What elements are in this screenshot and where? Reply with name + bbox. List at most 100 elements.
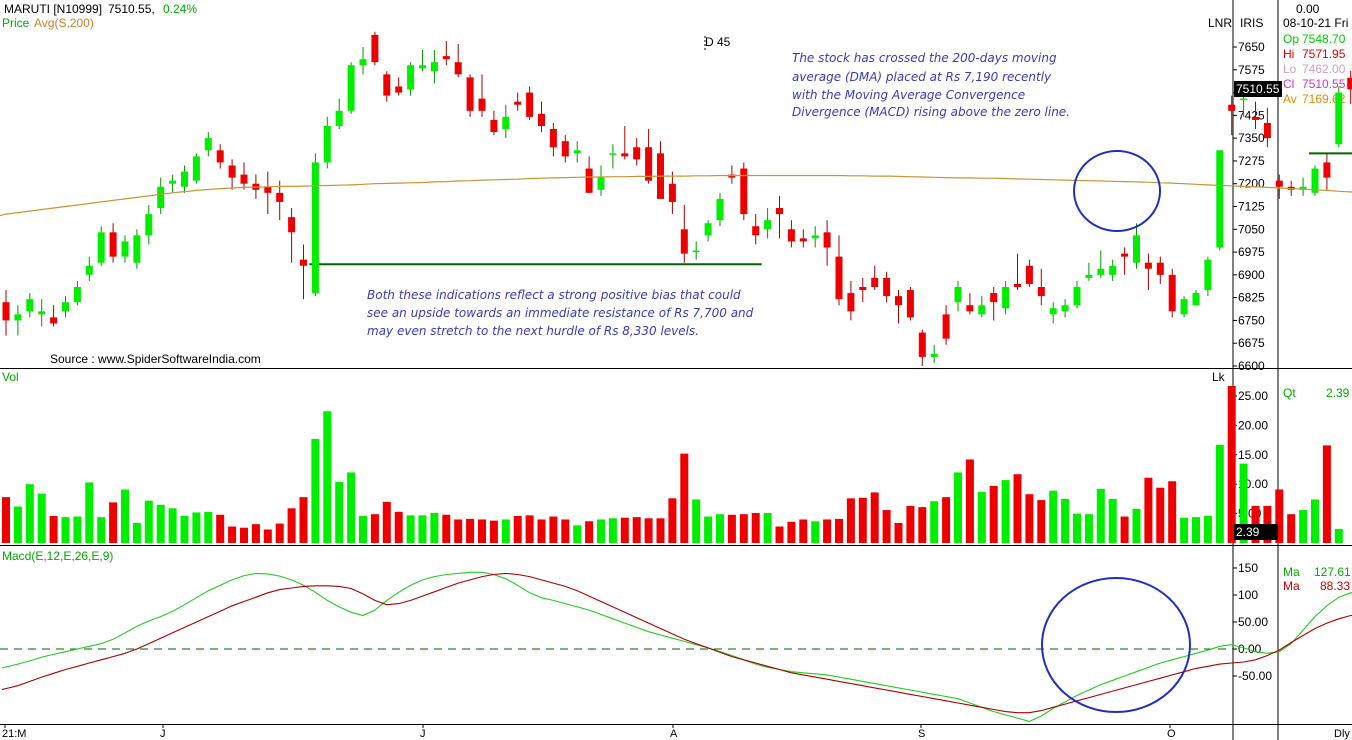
volume-bar <box>275 523 284 543</box>
candle-body <box>906 290 914 318</box>
volume-tick-label: 15.00 <box>1238 448 1268 462</box>
volume-bar <box>442 514 451 543</box>
candle-body <box>1002 287 1010 309</box>
volume-bar <box>156 504 165 543</box>
candle-body <box>359 59 367 66</box>
candle-body <box>1192 293 1200 306</box>
volume-bar <box>775 526 784 543</box>
svg-text:average (DMA) placed at Rs 7,1: average (DMA) placed at Rs 7,190 recentl… <box>792 70 1052 84</box>
candle-body <box>145 214 153 236</box>
macd-ma2-label: Ma <box>1283 579 1300 593</box>
info-row-value: 7169.62 <box>1302 92 1346 106</box>
volume-bar <box>597 519 605 543</box>
candle-body <box>1037 287 1045 297</box>
volume-bar <box>37 493 46 543</box>
info-row-label: Lo <box>1283 62 1297 76</box>
candle-body <box>1323 162 1331 178</box>
volume-bar <box>1001 480 1010 543</box>
x-tick-label: 21:M <box>2 728 26 740</box>
candle-body <box>585 168 593 193</box>
cursor-label: D 45 <box>705 35 731 49</box>
candle-body <box>859 287 867 291</box>
candle-body <box>14 314 22 321</box>
candle-body <box>395 86 403 93</box>
candle-body <box>966 305 974 312</box>
volume-bar <box>489 520 498 543</box>
x-tick-label: J <box>420 728 426 740</box>
price-tick-label: 6975 <box>1238 245 1265 259</box>
last-price-label: 7510.55, <box>108 2 155 16</box>
volume-bar <box>1322 445 1331 543</box>
candle-body <box>1168 274 1176 312</box>
svg-text:Divergence (MACD) rising above: Divergence (MACD) rising above the zero … <box>792 105 1070 119</box>
macd-line <box>1 571 1352 722</box>
volume-bar <box>406 515 415 543</box>
price-tick-label: 7575 <box>1238 63 1265 77</box>
candle-body <box>561 141 569 157</box>
volume-bar <box>858 497 867 543</box>
macd-ma1-value: 127.61 <box>1314 565 1351 579</box>
price-tick-label: 7350 <box>1238 131 1265 145</box>
info-row-value: 7510.55 <box>1302 77 1346 91</box>
svg-text:see an upside towards an immed: see an upside towards an immediate resis… <box>367 306 754 320</box>
volume-bar <box>97 517 106 543</box>
candle-body <box>73 287 81 303</box>
candle-body <box>1216 150 1224 248</box>
candle-body <box>954 287 962 303</box>
chart-header: MARUTI [N10999] 7510.55, 0.24% Price Avg… <box>2 2 1320 49</box>
volume-bar <box>918 507 927 543</box>
volume-bar <box>513 515 522 543</box>
price-tick-label: 6825 <box>1238 291 1265 305</box>
volume-bar <box>1108 498 1117 543</box>
volume-bar <box>620 517 629 543</box>
macd-ma1-label: Ma <box>1283 565 1300 579</box>
volume-bar <box>799 519 808 543</box>
macd-axis: 150 100 50.00 0.00 -50.00 <box>0 561 1272 683</box>
volume-bar <box>704 516 713 543</box>
volume-tick-label: 20.00 <box>1238 418 1268 432</box>
volume-last-tag: 2.39 <box>1234 524 1278 540</box>
annotation-top-right: The stock has crossed the 200-days movin… <box>792 51 1070 119</box>
volume-label: Vol <box>2 370 19 384</box>
candle-body <box>1073 287 1081 306</box>
volume-bar <box>382 501 391 543</box>
candle-body <box>621 153 629 157</box>
candle-body <box>478 98 486 111</box>
candle-body <box>133 235 141 263</box>
candle-body <box>1061 305 1069 312</box>
candle-body <box>2 302 10 321</box>
x-tick-label: J <box>160 728 166 740</box>
volume-bar <box>370 514 379 543</box>
volume-bar <box>751 513 760 543</box>
volume-bar <box>977 491 986 543</box>
volume-bar <box>965 459 974 543</box>
candle-body <box>228 165 236 178</box>
volume-unit: Lk <box>1212 370 1226 384</box>
volume-bar <box>13 506 22 543</box>
volume-bar <box>1037 500 1046 543</box>
candle-body <box>538 113 545 126</box>
candle-body <box>633 147 641 160</box>
volume-bar <box>323 411 332 543</box>
volume-bar <box>311 438 320 543</box>
qt-top-value: 0.00 <box>1296 2 1320 16</box>
info-row-value: 7548.70 <box>1302 32 1346 46</box>
candle-body <box>264 186 272 193</box>
candle-body <box>823 232 831 248</box>
candle-body <box>442 56 450 60</box>
price-tick-label: 6600 <box>1238 359 1265 373</box>
candle-body <box>1299 186 1307 190</box>
volume-bar <box>787 521 796 543</box>
volume-bar <box>454 519 463 543</box>
volume-bar <box>1334 528 1343 543</box>
volume-bar <box>608 518 617 543</box>
volume-bar <box>430 513 439 543</box>
price-tick-label: 7425 <box>1238 108 1265 122</box>
info-row-label: Av <box>1283 92 1297 106</box>
volume-bar <box>1311 499 1319 543</box>
candle-body <box>240 174 248 184</box>
candle-body <box>347 65 355 111</box>
x-tick-label: S <box>918 728 925 740</box>
candle-body <box>835 256 843 300</box>
